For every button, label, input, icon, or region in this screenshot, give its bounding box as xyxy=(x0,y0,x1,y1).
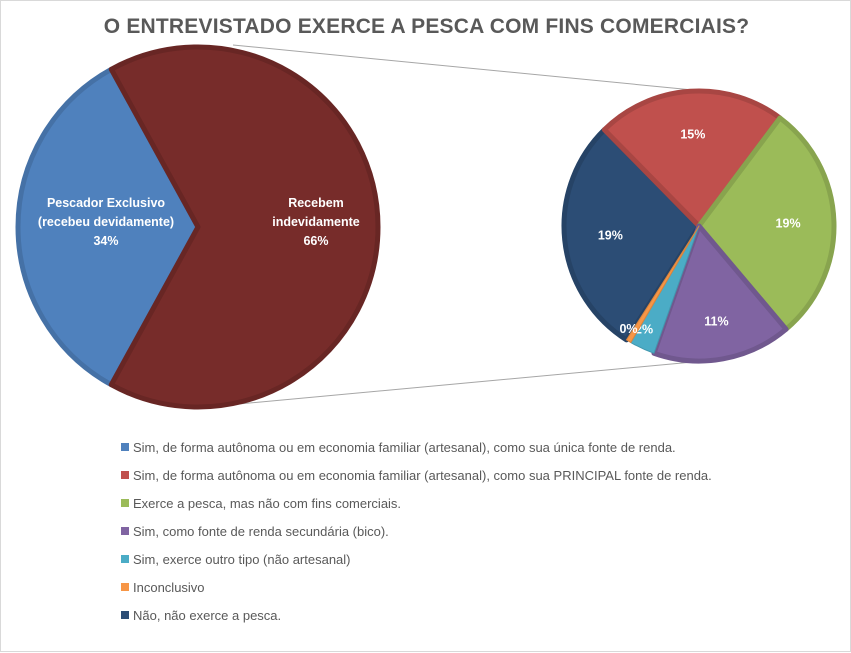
secondary-label-1: 15% xyxy=(680,127,705,141)
legend-swatch xyxy=(121,611,129,619)
secondary-slice-3 xyxy=(651,223,789,364)
legend-swatch xyxy=(121,499,129,507)
legend-item: Sim, de forma autônoma ou em economia fa… xyxy=(121,433,712,461)
primary-label-1-0: Recebem xyxy=(288,196,344,210)
secondary-label-3: 11% xyxy=(704,315,728,329)
legend-swatch xyxy=(121,555,129,563)
legend-swatch xyxy=(121,471,129,479)
legend: Sim, de forma autônoma ou em economia fa… xyxy=(121,433,712,629)
primary-label-1-1: indevidamente xyxy=(272,215,360,229)
legend-label: Não, não exerce a pesca. xyxy=(133,607,282,623)
secondary-slice-2 xyxy=(696,115,837,332)
connector-line-bottom xyxy=(205,361,694,408)
legend-label: Sim, de forma autônoma ou em economia fa… xyxy=(133,467,712,483)
legend-label: Sim, de forma autônoma ou em economia fa… xyxy=(133,439,676,455)
primary-label-0-1: (recebeu devidamente) xyxy=(38,215,174,229)
primary-label-0-0: Pescador Exclusivo xyxy=(47,196,165,210)
secondary-label-0: 19% xyxy=(598,228,623,242)
legend-swatch xyxy=(121,527,129,535)
legend-swatch xyxy=(121,583,129,591)
legend-label: Inconclusivo xyxy=(133,579,205,595)
primary-label-0-2: 34% xyxy=(93,234,118,248)
legend-item: Sim, exerce outro tipo (não artesanal) xyxy=(121,545,712,573)
legend-item: Exerce a pesca, mas não com fins comerci… xyxy=(121,489,712,517)
legend-item: Inconclusivo xyxy=(121,573,712,601)
secondary-slice-5 xyxy=(625,225,700,344)
connector-line-top xyxy=(232,44,694,91)
legend-item: Sim, como fonte de renda secundária (bic… xyxy=(121,517,712,545)
secondary-label-2: 19% xyxy=(776,216,801,230)
secondary-label-5: 0% xyxy=(619,322,637,336)
primary-slice-1 xyxy=(108,44,381,410)
legend-label: Exerce a pesca, mas não com fins comerci… xyxy=(133,495,402,511)
legend-item: Sim, de forma autônoma ou em economia fa… xyxy=(121,461,712,489)
legend-label: Sim, como fonte de renda secundária (bic… xyxy=(133,523,389,539)
secondary-slice-0 xyxy=(561,127,702,343)
primary-label-1-2: 66% xyxy=(303,234,328,248)
secondary-slice-1 xyxy=(601,88,783,229)
legend-item: Não, não exerce a pesca. xyxy=(121,601,712,629)
legend-swatch xyxy=(121,443,129,451)
legend-label: Sim, exerce outro tipo (não artesanal) xyxy=(133,551,351,567)
chart-title: O ENTREVISTADO EXERCE A PESCA COM FINS C… xyxy=(103,15,750,38)
